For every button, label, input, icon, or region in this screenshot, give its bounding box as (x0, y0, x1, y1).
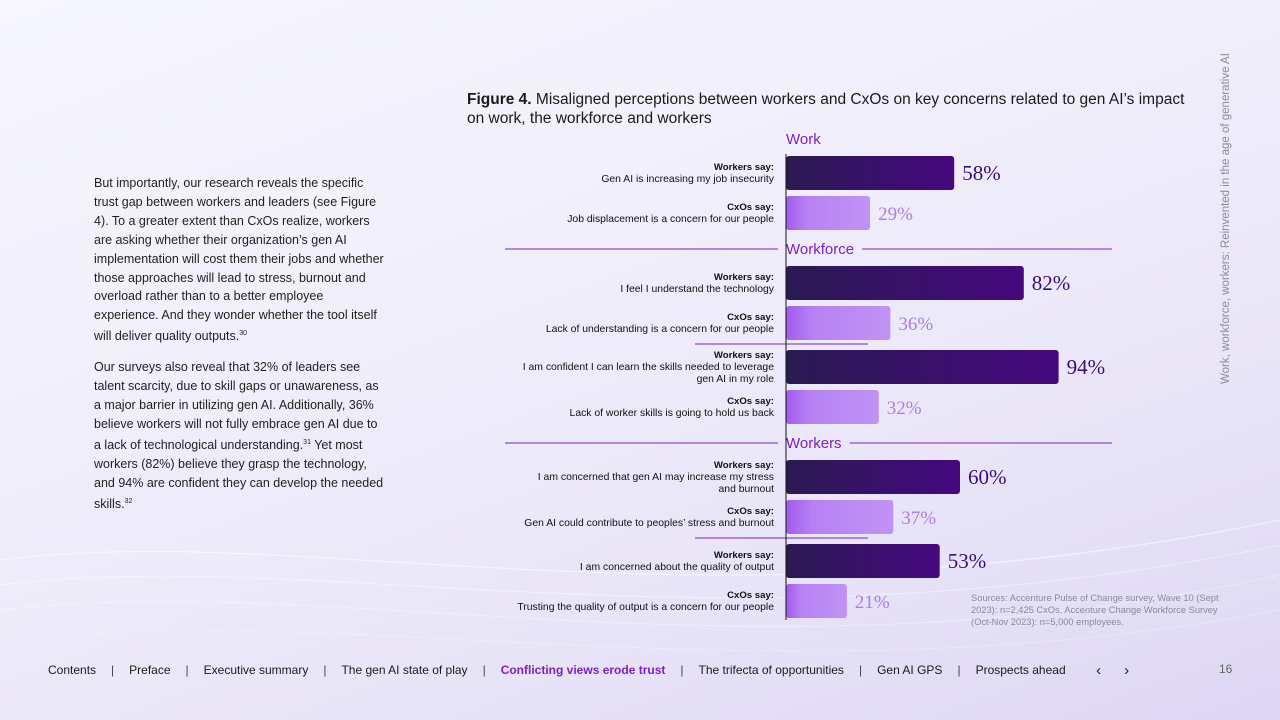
data-label-workers: 94% (1067, 355, 1106, 379)
data-label-workers: 53% (948, 549, 987, 573)
category-label: Gen AI is increasing my job insecurity (601, 174, 774, 185)
page-number: 16 (1219, 662, 1233, 676)
footer-nav-executive-summary[interactable]: Executive summary (203, 663, 309, 677)
category-label: Job displacement is a concern for our pe… (567, 214, 774, 225)
chevron-right-icon[interactable]: › (1124, 661, 1130, 679)
data-label-cxos: 37% (901, 508, 936, 529)
data-label-workers: 58% (962, 161, 1001, 185)
footer-nav-preface[interactable]: Preface (129, 663, 171, 677)
category-label-who: Workers say: (714, 550, 774, 561)
bar-workforce-workers (786, 350, 1059, 384)
paragraph-1: But importantly, our research reveals th… (94, 176, 384, 344)
category-label: Trusting the quality of output is a conc… (517, 602, 774, 613)
footer-nav-prospects-ahead[interactable]: Prospects ahead (975, 663, 1066, 677)
section-heading-work: Work (786, 131, 821, 148)
category-label: I am concerned that gen AI may increase … (538, 472, 774, 483)
data-label-cxos: 36% (898, 314, 933, 335)
category-label: Lack of understanding is a concern for o… (546, 324, 774, 335)
category-label: I am confident I can learn the skills ne… (523, 362, 774, 373)
footnote-ref-31[interactable]: 31 (303, 438, 311, 446)
bar-workers-workers (786, 544, 940, 578)
bar-workforce-workers (786, 266, 1024, 300)
footer-nav-conflicting-views-erode-trust[interactable]: Conflicting views erode trust (500, 663, 666, 677)
category-label-who: Workers say: (714, 272, 774, 283)
category-label-who: Workers say: (714, 460, 774, 471)
footer-nav-the-gen-ai-state-of-play[interactable]: The gen AI state of play (341, 663, 468, 677)
footer-nav-contents[interactable]: Contents (48, 663, 97, 677)
footer-separator: | (111, 663, 115, 677)
category-label: I am concerned about the quality of outp… (580, 562, 774, 573)
bar-workforce-cxos (786, 390, 879, 424)
category-label-who: CxOs say: (727, 506, 774, 517)
category-label-who: Workers say: (714, 350, 774, 361)
data-label-workers: 60% (968, 465, 1007, 489)
bar-work-cxos (786, 196, 871, 230)
bar-workforce-cxos (786, 306, 891, 340)
category-label: I feel I understand the technology (620, 284, 774, 295)
category-label-who: Workers say: (714, 162, 774, 173)
category-label-who: CxOs say: (727, 396, 774, 407)
footer-separator: | (185, 663, 189, 677)
category-label: gen AI in my role (697, 374, 775, 385)
category-label: Gen AI could contribute to peoples’ stre… (524, 518, 774, 529)
section-heading-workforce: Workforce (786, 241, 854, 258)
bar-workers-workers (786, 460, 960, 494)
footer-separator: | (680, 663, 684, 677)
footer-separator: | (957, 663, 961, 677)
footer-nav-gen-ai-gps[interactable]: Gen AI GPS (877, 663, 943, 677)
chevron-left-icon[interactable]: ‹ (1096, 661, 1102, 679)
sources-note: Sources: Accenture Pulse of Change surve… (971, 593, 1219, 627)
footer-separator: | (482, 663, 486, 677)
bar-workers-cxos (786, 584, 847, 618)
section-heading-workers: Workers (786, 435, 842, 452)
category-label-who: CxOs say: (727, 312, 774, 323)
bar-work-workers (786, 156, 955, 190)
data-label-workers: 82% (1032, 271, 1071, 295)
footer-nav-the-trifecta-of-opportunities[interactable]: The trifecta of opportunities (698, 663, 844, 677)
footnote-ref-32[interactable]: 32 (124, 497, 133, 505)
footnote-ref-30[interactable]: 30 (239, 330, 248, 338)
category-label: Lack of worker skills is going to hold u… (570, 408, 775, 419)
category-label: and burnout (719, 484, 775, 495)
bar-workers-cxos (786, 500, 894, 534)
figure-title: Figure 4. Misaligned perceptions between… (467, 91, 1185, 127)
body-text: But importantly, our research reveals th… (94, 174, 386, 526)
data-label-cxos: 21% (855, 592, 890, 613)
footer-separator: | (858, 663, 863, 677)
footer-separator: | (323, 663, 327, 677)
category-label-who: CxOs say: (727, 590, 774, 601)
data-label-cxos: 29% (878, 204, 913, 225)
category-label-who: CxOs say: (727, 202, 774, 213)
data-label-cxos: 32% (887, 398, 922, 419)
footer-navigation: Contents | Preface | Executive summary | The g… (48, 661, 1134, 679)
paragraph-2: Our surveys also reveal that 32% of lead… (94, 360, 384, 511)
